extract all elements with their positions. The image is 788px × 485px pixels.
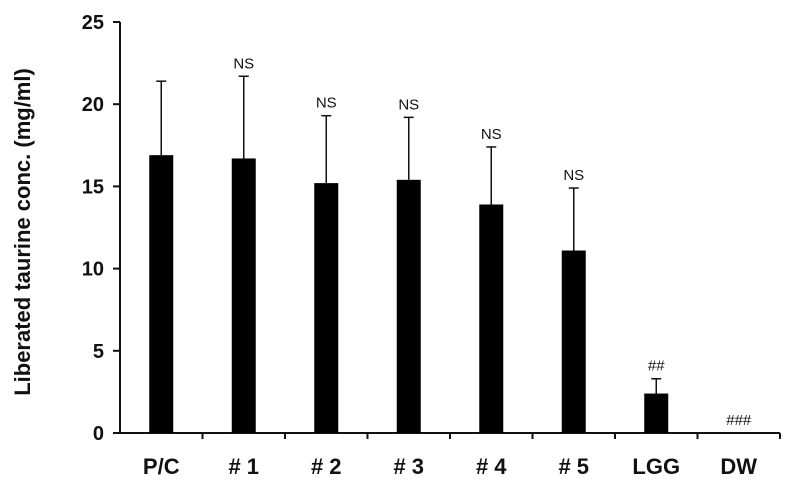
y-axis-title: Liberated taurine conc. (mg/ml) — [10, 68, 35, 396]
bar — [314, 183, 339, 433]
y-tick-label: 15 — [82, 176, 104, 198]
category-label: # 3 — [393, 454, 424, 479]
significance-label: ## — [648, 358, 665, 375]
significance-label: NS — [563, 167, 584, 184]
significance-label: NS — [481, 126, 502, 143]
bar — [479, 204, 504, 433]
bar — [396, 179, 421, 433]
bar — [231, 158, 256, 433]
significance-label: NS — [233, 55, 254, 72]
bar — [644, 393, 669, 433]
category-label: # 5 — [558, 454, 589, 479]
bar — [149, 155, 174, 433]
y-tick-label: 10 — [82, 259, 104, 281]
bar — [561, 250, 586, 433]
category-label: LGG — [632, 454, 680, 479]
category-label: P/C — [143, 454, 180, 479]
significance-label: ### — [726, 412, 752, 429]
category-label: # 2 — [311, 454, 342, 479]
y-tick-label: 5 — [93, 341, 104, 363]
y-tick-label: 20 — [82, 94, 104, 116]
category-label: # 4 — [476, 454, 507, 479]
significance-label: NS — [398, 96, 419, 113]
significance-label: NS — [316, 95, 337, 112]
y-tick-label: 25 — [82, 12, 104, 34]
category-label: DW — [720, 454, 757, 479]
category-label: # 1 — [228, 454, 259, 479]
y-tick-label: 0 — [93, 423, 104, 445]
